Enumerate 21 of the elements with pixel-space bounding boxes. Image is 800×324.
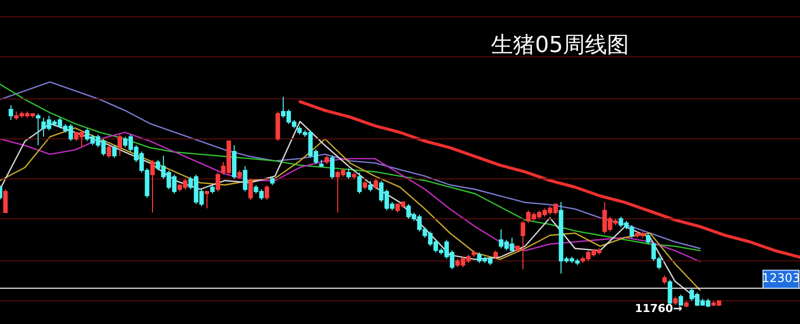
candlestick: [216, 172, 220, 192]
candlestick: [204, 190, 210, 209]
candlestick: [374, 178, 378, 190]
candlestick: [150, 159, 155, 213]
candlestick: [346, 168, 351, 180]
candlestick: [36, 113, 40, 146]
candlestick: [112, 144, 117, 158]
candlestick: [357, 172, 362, 194]
annotation: 11760→: [634, 302, 682, 316]
candlestick: [368, 180, 373, 192]
candlestick: [264, 184, 270, 200]
candlestick: [3, 188, 8, 213]
candlestick: [646, 233, 650, 245]
candlestick: [106, 144, 112, 158]
candlestick: [242, 166, 248, 192]
candlestick: [520, 220, 526, 270]
candlestick: [248, 178, 253, 200]
candlestick: [8, 104, 14, 120]
chart-title: 生猪05周线图: [491, 33, 629, 58]
candlestick: [330, 155, 335, 180]
candlestick: [118, 134, 122, 156]
